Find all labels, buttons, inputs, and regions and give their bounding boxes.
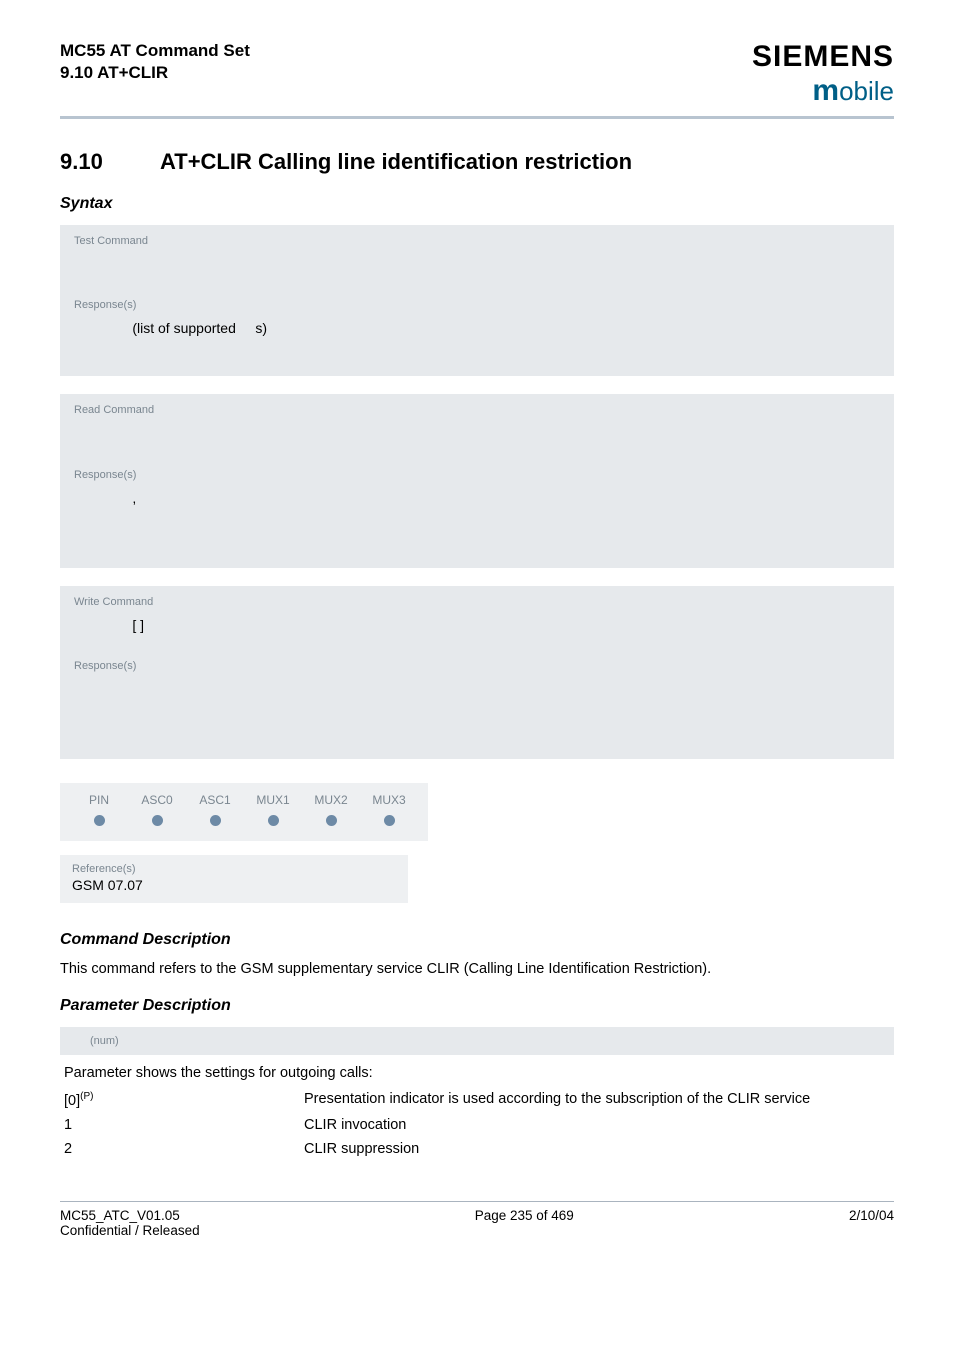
param-key: 2 — [64, 1141, 304, 1157]
parameter-description-label: Parameter Description — [60, 997, 894, 1015]
pin-table: PIN ASC0 ASC1 MUX1 MUX2 MUX3 — [60, 783, 428, 841]
dot-icon — [384, 815, 395, 826]
param-intro: Parameter shows the settings for outgoin… — [60, 1055, 894, 1087]
write-command-label: Write Command — [60, 586, 894, 614]
dot-icon — [94, 815, 105, 826]
pin-dot-cell — [302, 811, 360, 833]
param-head: (num) — [60, 1027, 894, 1055]
param-val: Presentation indicator is used according… — [304, 1091, 890, 1109]
pin-dot-cell — [360, 811, 418, 833]
read-response-label: Response(s) — [60, 459, 894, 487]
pin-header: ASC0 — [128, 789, 186, 811]
param-row: [0](P) Presentation indicator is used ac… — [60, 1087, 894, 1113]
section-title: 9.10AT+CLIR Calling line identification … — [60, 149, 894, 175]
dot-icon — [268, 815, 279, 826]
page-header: MC55 AT Command Set 9.10 AT+CLIR SIEMENS… — [60, 40, 894, 119]
logo-siemens: SIEMENS — [752, 40, 894, 74]
pin-dot-cell — [70, 811, 128, 833]
test-response-label: Response(s) — [60, 289, 894, 317]
read-response-content: , — [60, 487, 894, 568]
write-response-content — [60, 678, 894, 759]
test-response-content: (list of supported s) — [60, 317, 894, 376]
param-row: 1 CLIR invocation — [60, 1113, 894, 1137]
reference-label: Reference(s) — [60, 855, 408, 877]
page-footer: MC55_ATC_V01.05 Confidential / Released … — [60, 1201, 894, 1238]
pin-header: PIN — [70, 789, 128, 811]
pin-dot-cell — [128, 811, 186, 833]
pin-header: MUX1 — [244, 789, 302, 811]
section-number: 9.10 — [60, 149, 160, 175]
param-row: 2 CLIR suppression — [60, 1137, 894, 1161]
pin-dot-cell — [186, 811, 244, 833]
header-left: MC55 AT Command Set 9.10 AT+CLIR — [60, 40, 250, 84]
reference-value: GSM 07.07 — [60, 877, 408, 903]
dot-icon — [210, 815, 221, 826]
param-key: [0](P) — [64, 1091, 304, 1109]
header-sub: 9.10 AT+CLIR — [60, 62, 250, 84]
write-response-label: Response(s) — [60, 650, 894, 678]
param-table: [0](P) Presentation indicator is used ac… — [60, 1087, 894, 1161]
dot-icon — [152, 815, 163, 826]
test-command-block: Test Command Response(s) (list of suppor… — [60, 225, 894, 376]
command-description-text: This command refers to the GSM supplemen… — [60, 961, 894, 977]
read-command-label: Read Command — [60, 394, 894, 422]
section-heading: AT+CLIR Calling line identification rest… — [160, 149, 632, 174]
dot-icon — [326, 815, 337, 826]
pin-header-row: PIN ASC0 ASC1 MUX1 MUX2 MUX3 — [70, 789, 418, 811]
footer-center: Page 235 of 469 — [200, 1208, 849, 1238]
reference-block: Reference(s) GSM 07.07 — [60, 855, 408, 903]
read-command-content — [60, 422, 894, 458]
param-key: 1 — [64, 1117, 304, 1133]
test-command-label: Test Command — [60, 225, 894, 253]
command-description-label: Command Description — [60, 931, 894, 949]
param-val: CLIR suppression — [304, 1141, 890, 1157]
logo-mobile: mobile — [752, 74, 894, 108]
pin-header: MUX3 — [360, 789, 418, 811]
footer-right: 2/10/04 — [849, 1208, 894, 1238]
read-command-block: Read Command Response(s) , — [60, 394, 894, 568]
syntax-label: Syntax — [60, 195, 894, 213]
test-command-content — [60, 253, 894, 289]
write-command-content: [ ] — [60, 614, 894, 650]
param-val: CLIR invocation — [304, 1117, 890, 1133]
write-command-block: Write Command [ ] Response(s) — [60, 586, 894, 760]
pin-dot-cell — [244, 811, 302, 833]
footer-left: MC55_ATC_V01.05 Confidential / Released — [60, 1208, 200, 1238]
product-name: MC55 AT Command Set — [60, 40, 250, 62]
pin-header: MUX2 — [302, 789, 360, 811]
pin-header: ASC1 — [186, 789, 244, 811]
pin-dot-row — [70, 811, 418, 833]
logo: SIEMENS mobile — [752, 40, 894, 108]
